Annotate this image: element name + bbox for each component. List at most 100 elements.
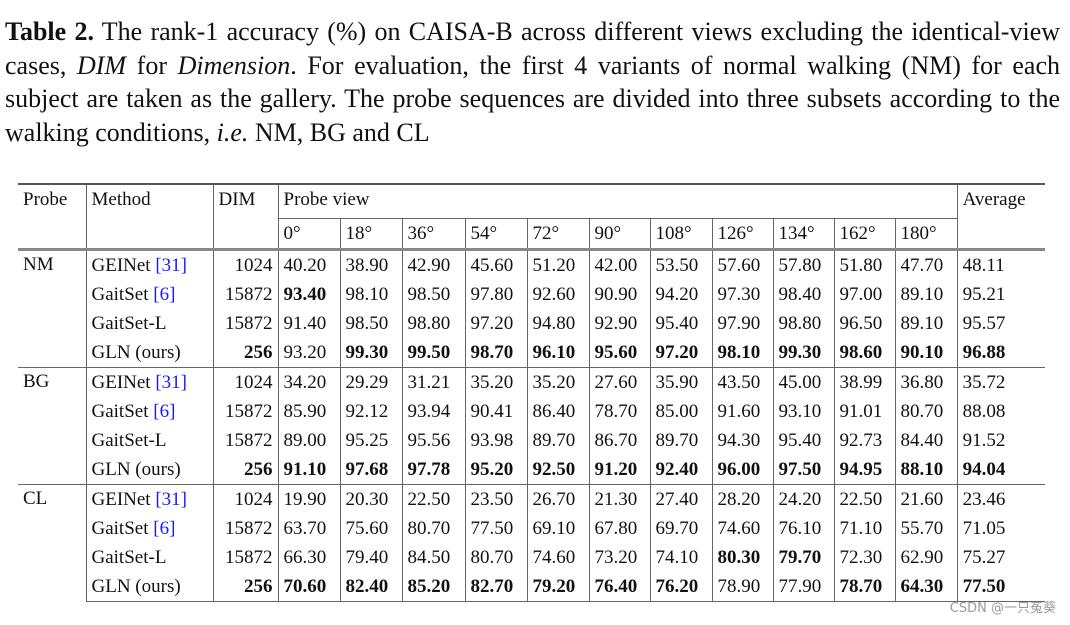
value-cell: 95.20 [464, 455, 527, 485]
header-view: 36° [401, 218, 465, 251]
caption-label: Table 2. [5, 17, 94, 46]
value-cell: 89.10 [894, 309, 958, 338]
method-cell: GLN (ours) [85, 338, 213, 368]
value-cell: 38.99 [833, 367, 895, 397]
method-name: GEINet [91, 254, 151, 276]
method-cell: GLN (ours) [85, 455, 213, 485]
average-cell: 71.05 [956, 514, 1046, 543]
value-cell: 92.73 [833, 426, 895, 455]
table-row: GaitSet [6] 15872 93.40 98.10 98.50 97.80 92.6… [18, 280, 1046, 309]
value-cell: 92.50 [526, 455, 589, 485]
average-cell: 35.72 [956, 367, 1046, 397]
method-name: GEINet [91, 371, 151, 393]
value-cell: 47.70 [894, 249, 958, 280]
value-cell: 89.10 [894, 280, 958, 309]
value-cell: 97.78 [401, 455, 465, 485]
average-cell: 95.57 [956, 309, 1046, 338]
table-row: GLN (ours) 256 70.60 82.40 85.20 82.70 79.20 76… [18, 572, 1046, 602]
method-name: GaitSet [91, 400, 149, 422]
value-cell: 79.40 [339, 543, 402, 572]
value-cell: 27.60 [588, 367, 650, 397]
value-cell: 92.40 [649, 455, 712, 485]
value-cell: 74.10 [649, 543, 712, 572]
value-cell: 98.70 [464, 338, 527, 368]
value-cell: 77.90 [772, 572, 834, 602]
value-cell: 51.20 [526, 249, 589, 280]
value-cell: 26.70 [526, 484, 589, 514]
value-cell: 96.10 [526, 338, 589, 368]
value-cell: 79.70 [772, 543, 834, 572]
dim-cell: 1024 [212, 484, 278, 514]
value-cell: 95.60 [588, 338, 650, 368]
method-cell: GLN (ours) [85, 572, 213, 602]
method-name: GLN (ours) [91, 458, 181, 480]
value-cell: 90.10 [894, 338, 958, 368]
value-cell: 88.10 [894, 455, 958, 485]
average-cell: 77.50 [956, 572, 1046, 602]
value-cell: 94.80 [526, 309, 589, 338]
value-cell: 40.20 [277, 249, 340, 280]
dim-cell: 15872 [212, 280, 278, 309]
value-cell: 97.20 [464, 309, 527, 338]
value-cell: 98.40 [772, 280, 834, 309]
header-view: 18° [339, 218, 402, 251]
value-cell: 98.50 [339, 309, 402, 338]
caption-text: for [126, 50, 178, 80]
value-cell: 80.30 [711, 543, 773, 572]
value-cell: 78.70 [833, 572, 895, 602]
value-cell: 95.40 [649, 309, 712, 338]
caption-text: DIM [76, 50, 127, 80]
method-cell: GaitSet-L [85, 309, 213, 338]
value-cell: 23.50 [464, 484, 527, 514]
table-row: CL GEINet [31] 1024 19.90 20.30 22.50 23.50 26.… [18, 484, 1046, 602]
value-cell: 85.00 [649, 397, 712, 426]
value-cell: 73.20 [588, 543, 650, 572]
value-cell: 53.50 [649, 249, 712, 280]
value-cell: 43.50 [711, 367, 773, 397]
table-row: GaitSet [6] 15872 85.90 92.12 93.94 90.41 86.4… [18, 397, 1046, 426]
caption-text: . For evaluation, the first 4 variants o… [5, 50, 1060, 147]
dim-cell: 15872 [212, 514, 278, 543]
probe-cell: CL [18, 484, 86, 602]
header-view: 126° [711, 218, 773, 251]
value-cell: 91.01 [833, 397, 895, 426]
value-cell: 34.20 [277, 367, 340, 397]
method-name: GaitSet-L [91, 546, 167, 568]
value-cell: 42.00 [588, 249, 650, 280]
value-cell: 85.20 [401, 572, 465, 602]
average-cell: 88.08 [956, 397, 1046, 426]
value-cell: 92.60 [526, 280, 589, 309]
value-cell: 93.94 [401, 397, 465, 426]
value-cell: 45.00 [772, 367, 834, 397]
value-cell: 93.10 [772, 397, 834, 426]
value-cell: 91.40 [277, 309, 340, 338]
value-cell: 38.90 [339, 249, 402, 280]
value-cell: 97.90 [711, 309, 773, 338]
value-cell: 94.20 [649, 280, 712, 309]
citation: [6] [153, 283, 176, 305]
value-cell: 99.50 [401, 338, 465, 368]
value-cell: 98.50 [401, 280, 465, 309]
value-cell: 76.20 [649, 572, 712, 602]
average-cell: 75.27 [956, 543, 1046, 572]
value-cell: 45.60 [464, 249, 527, 280]
header-probe-view: Probe view [277, 183, 958, 219]
value-cell: 22.50 [833, 484, 895, 514]
table-row: GaitSet [6] 15872 63.70 75.60 80.70 77.50 69.1… [18, 514, 1046, 543]
value-cell: 66.30 [277, 543, 340, 572]
value-cell: 98.60 [833, 338, 895, 368]
value-cell: 76.10 [772, 514, 834, 543]
caption-text: i.e. [216, 117, 249, 147]
value-cell: 82.40 [339, 572, 402, 602]
value-cell: 28.20 [711, 484, 773, 514]
method-cell: GEINet [31] [85, 249, 213, 280]
value-cell: 22.50 [401, 484, 465, 514]
value-cell: 69.70 [649, 514, 712, 543]
header-view: 54° [464, 218, 527, 251]
value-cell: 92.90 [588, 309, 650, 338]
value-cell: 80.70 [464, 543, 527, 572]
value-cell: 42.90 [401, 249, 465, 280]
average-cell: 94.04 [956, 455, 1046, 485]
dim-cell: 1024 [212, 249, 278, 280]
